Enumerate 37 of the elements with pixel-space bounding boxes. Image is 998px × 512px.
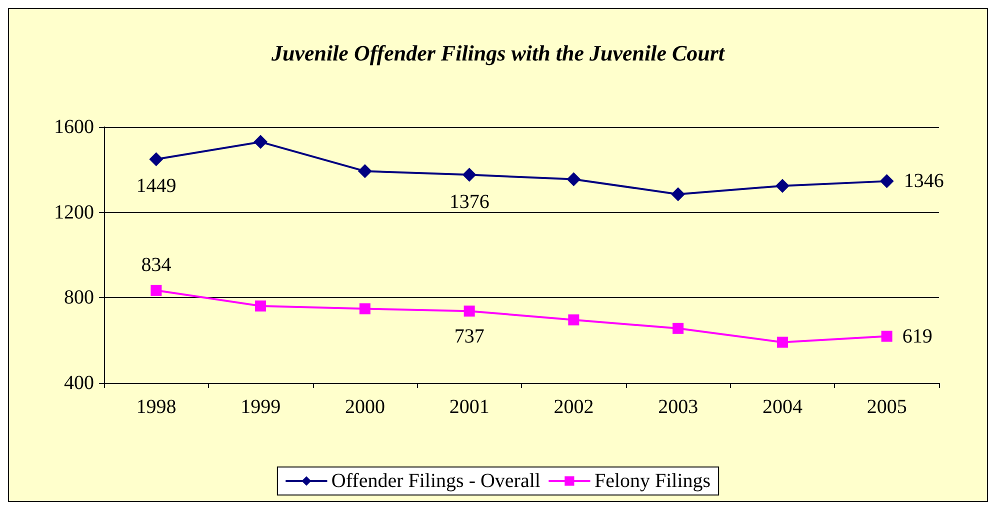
y-tick-label: 800 — [64, 286, 94, 309]
legend-label: Offender Filings - Overall — [331, 470, 541, 492]
x-tick-label: 1998 — [136, 396, 176, 418]
point — [568, 314, 580, 326]
legend-label: Felony Filings — [594, 470, 711, 492]
x-tick-label: 2001 — [449, 396, 490, 418]
point — [776, 336, 788, 348]
data-label: 737 — [454, 326, 484, 348]
point — [359, 303, 370, 314]
point — [254, 134, 268, 149]
point — [881, 330, 892, 342]
point — [464, 306, 475, 317]
point — [880, 174, 894, 188]
y-tick-label: 1600 — [54, 116, 94, 138]
x-tick-label: 2000 — [344, 396, 385, 418]
point — [149, 152, 164, 166]
point — [358, 164, 372, 178]
y-tick-label: 400 — [64, 372, 94, 394]
y-tick-label: 1200 — [54, 201, 94, 224]
point — [671, 187, 686, 202]
x-tick-label: 2005 — [866, 396, 907, 418]
x-tick-label: 1999 — [240, 396, 281, 418]
data-label: 1346 — [904, 170, 944, 192]
point — [775, 178, 790, 193]
chart-title: Juvenile Offender Filings with the Juvenile Court — [270, 40, 726, 66]
point — [462, 168, 476, 182]
x-tick-label: 2002 — [554, 396, 594, 418]
point — [672, 322, 684, 334]
point — [566, 172, 581, 186]
data-label: 1449 — [136, 175, 176, 198]
point — [255, 300, 266, 312]
data-label: 834 — [141, 254, 172, 276]
point — [150, 284, 162, 296]
data-label: 1376 — [449, 190, 490, 213]
x-tick-label: 2003 — [658, 396, 698, 418]
data-label: 619 — [902, 325, 932, 348]
x-tick-label: 2004 — [762, 396, 802, 418]
